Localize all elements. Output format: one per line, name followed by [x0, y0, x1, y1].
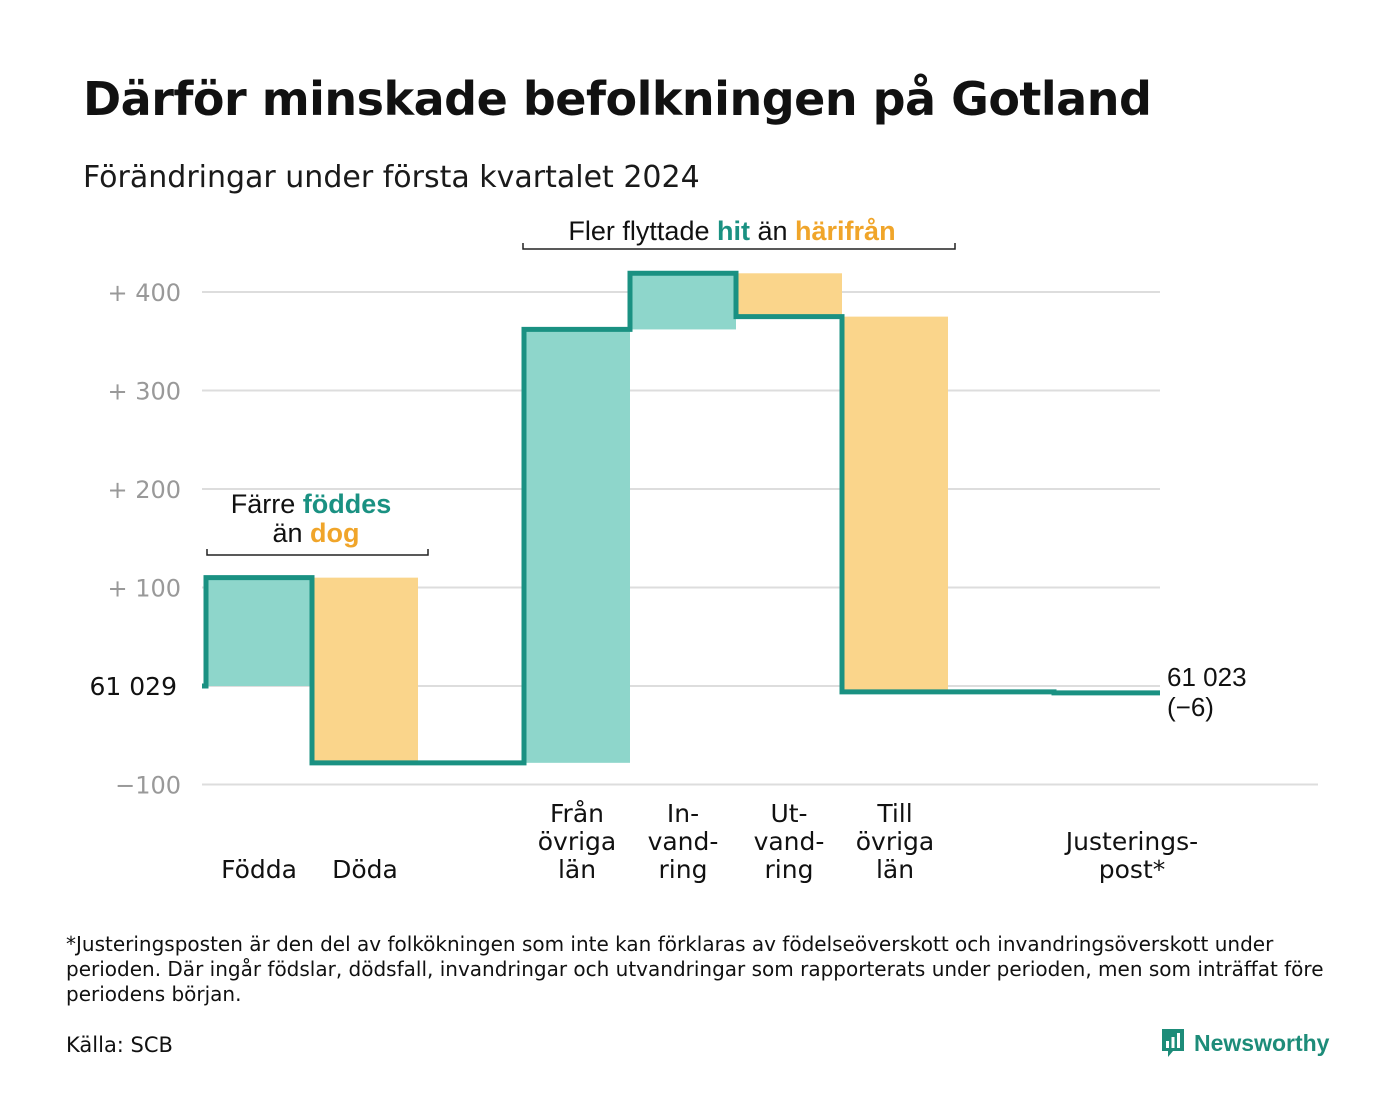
- category-label: In-: [667, 799, 699, 828]
- annotation-word: hit: [709, 216, 750, 246]
- annotation-word: härifrån: [788, 216, 896, 246]
- footnote: *Justeringsposten är den del av folkökni…: [66, 932, 1324, 1006]
- category-label: Från: [550, 799, 604, 828]
- category-label: Justerings-: [1064, 827, 1198, 856]
- category-label: Döda: [332, 855, 398, 884]
- annotation-word: än: [272, 518, 302, 548]
- waterfall-bar: [524, 329, 630, 763]
- y-tick-label: + 300: [107, 378, 181, 406]
- waterfall-bar: [736, 273, 842, 317]
- category-label: Till: [876, 799, 912, 828]
- category-label: övriga: [538, 827, 617, 856]
- brand-name: Newsworthy: [1194, 1029, 1330, 1056]
- running-total-line: [202, 270, 1160, 766]
- category-label: vand-: [754, 827, 825, 856]
- brand-logo: Newsworthy: [1160, 1027, 1329, 1059]
- annotation-births-deaths: än dog: [272, 518, 359, 548]
- annotation-word: dog: [303, 518, 360, 548]
- newsworthy-icon: [1162, 1029, 1184, 1057]
- category-label: vand-: [648, 827, 719, 856]
- waterfall-bar: [312, 577, 418, 763]
- y-tick-label: + 100: [107, 575, 181, 603]
- category-label: Födda: [221, 855, 297, 884]
- waterfall-chart: + 400 + 300 + 200 + 100 −100 61 029 Födda Döda F…: [90, 216, 1318, 884]
- waterfall-bar: [206, 577, 312, 686]
- annotation-word: Färre: [231, 489, 296, 519]
- category-label: ring: [659, 855, 708, 884]
- y-tick-label: −100: [115, 772, 181, 800]
- annotation-word: Fler flyttade: [568, 216, 709, 246]
- end-value-label: (−6): [1167, 692, 1214, 722]
- category-label: län: [558, 855, 596, 884]
- chart-subtitle: Förändringar under första kvartalet 2024: [83, 160, 700, 195]
- y-tick-label: + 200: [107, 476, 181, 504]
- category-label: ring: [765, 855, 814, 884]
- waterfall-bar: [630, 273, 736, 330]
- category-label: län: [876, 855, 914, 884]
- y-tick-label: + 400: [107, 279, 181, 307]
- source-note: Källa: SCB: [66, 1033, 173, 1057]
- start-value-label: 61 029: [90, 672, 177, 701]
- end-value-label: 61 023: [1167, 662, 1247, 692]
- annotation-word: än: [750, 216, 788, 246]
- annotation-word: föddes: [295, 489, 391, 519]
- annotation-births-deaths: Färre föddes: [231, 489, 392, 519]
- annotation-migration: Fler flyttade hit än härifrån: [568, 216, 895, 246]
- annotation-bracket: [522, 243, 956, 250]
- chart-title: Därför minskade befolkningen på Gotland: [83, 72, 1152, 126]
- annotation-bracket: [206, 549, 429, 556]
- category-label: Ut-: [770, 799, 807, 828]
- waterfall-bar: [842, 316, 948, 692]
- category-label: övriga: [856, 827, 935, 856]
- category-label: post*: [1099, 855, 1166, 884]
